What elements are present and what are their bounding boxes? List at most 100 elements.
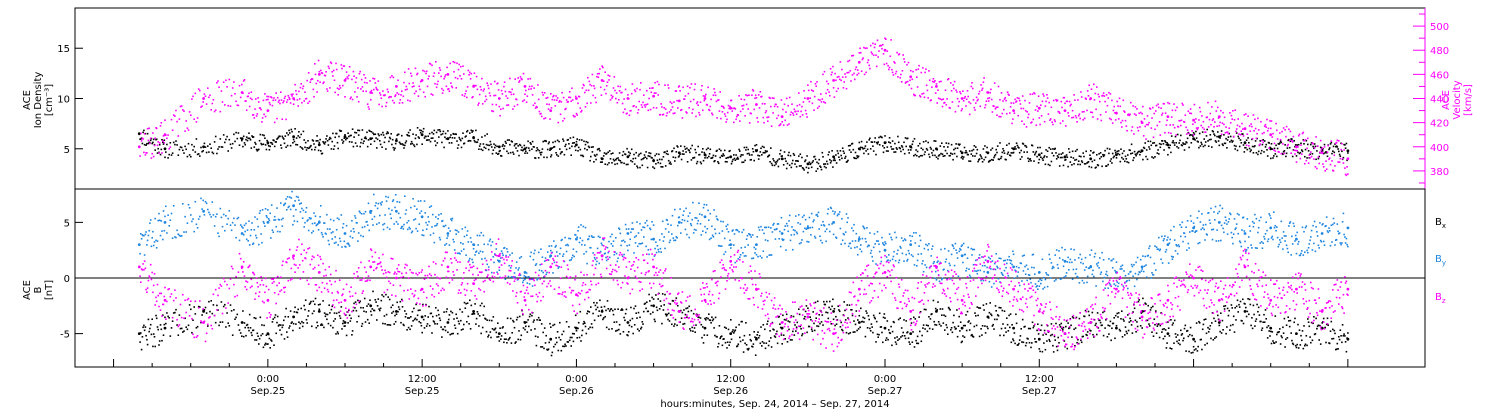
data-point [148,127,150,130]
data-point [143,329,146,332]
data-point [298,327,301,329]
data-point [185,326,187,328]
data-point [1216,125,1218,127]
data-point [1167,131,1170,134]
data-point [712,318,715,320]
data-point [1303,140,1305,142]
data-point [848,149,851,151]
data-point [174,115,176,117]
data-point [899,77,901,79]
data-point [621,308,623,310]
data-point [941,308,944,310]
data-point [285,146,287,148]
data-point [861,320,864,323]
data-point [703,326,707,330]
data-point [637,155,640,157]
data-point [820,166,822,168]
data-point [1201,143,1203,146]
data-point [315,140,318,142]
data-point [236,104,239,106]
data-point [450,333,453,335]
data-point [1292,343,1295,346]
data-point [225,79,227,82]
data-point [568,96,570,99]
data-point [1096,333,1098,336]
data-point [601,65,603,67]
data-point [1010,102,1013,104]
data-point [1080,160,1083,162]
data-point [318,70,321,73]
data-point [745,146,748,149]
data-point [1146,158,1149,161]
data-point [1211,119,1214,122]
data-point [1304,155,1306,158]
data-point [934,307,937,310]
data-point [354,301,357,303]
data-point [301,87,304,90]
data-point [1100,156,1103,158]
data-point [700,89,703,91]
data-point [827,83,830,85]
data-point [347,77,349,80]
data-point [1322,152,1325,155]
data-point [640,104,643,106]
data-point [152,138,155,141]
data-point [142,131,144,134]
data-point [337,147,339,150]
data-point [425,70,428,73]
data-point [987,317,990,319]
data-point [1035,341,1038,343]
data-point [659,162,662,165]
data-point [1155,332,1158,334]
data-point [146,244,148,246]
data-point [931,313,933,315]
data-point [271,143,274,145]
data-point [999,142,1001,144]
data-point [1158,336,1161,339]
data-point [265,334,268,336]
data-point [900,73,902,76]
data-point [176,144,178,146]
data-point [1337,148,1339,150]
data-point [395,209,398,213]
data-point [408,317,411,319]
data-point [1248,141,1250,144]
data-point [1120,121,1122,124]
data-point [259,316,262,319]
data-point [1193,103,1196,106]
data-point [1048,338,1050,341]
data-point [1162,337,1165,340]
data-point [919,311,922,313]
data-point [325,313,327,316]
data-point [329,61,332,63]
data-point [351,334,353,336]
data-point [1108,152,1110,155]
data-point [742,104,745,107]
data-point [527,319,529,321]
data-point [844,76,847,78]
data-point [1083,110,1085,113]
data-point [338,135,340,138]
data-point [1293,321,1295,324]
data-point [1250,149,1252,151]
data-point [1117,316,1119,318]
data-point [357,129,359,132]
data-point [217,80,219,82]
data-point [1260,152,1262,155]
data-point [1214,320,1217,322]
data-point [580,340,582,342]
data-point [755,243,758,247]
data-point [571,99,574,101]
data-point [528,315,531,318]
data-point [1099,100,1101,103]
data-point [1155,110,1157,112]
data-point [1301,132,1304,135]
data-point [682,150,684,152]
data-point [377,80,380,82]
data-point [925,68,927,70]
data-point [497,89,500,91]
data-point [1138,150,1140,153]
data-point [1061,327,1063,330]
data-point [1260,139,1263,142]
data-point [302,85,305,87]
